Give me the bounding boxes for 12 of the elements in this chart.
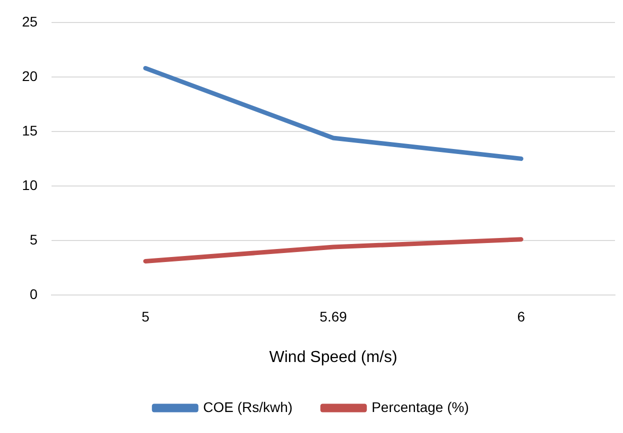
x-axis-title: Wind Speed (m/s) <box>269 348 398 366</box>
y-tick-label: 10 <box>22 176 38 193</box>
y-tick-label: 25 <box>22 13 38 30</box>
y-tick-label: 15 <box>22 122 38 138</box>
legend-label: Percentage (%) <box>372 398 469 415</box>
y-tick-label: 0 <box>30 286 38 302</box>
legend-label: COE (Rs/kwh) <box>203 398 293 415</box>
x-tick-label: 5 <box>142 308 150 324</box>
y-tick-label: 20 <box>22 68 38 84</box>
x-tick-label: 6 <box>517 308 526 324</box>
x-tick-label: 5.69 <box>320 308 348 324</box>
y-tick-label: 5 <box>30 231 38 248</box>
